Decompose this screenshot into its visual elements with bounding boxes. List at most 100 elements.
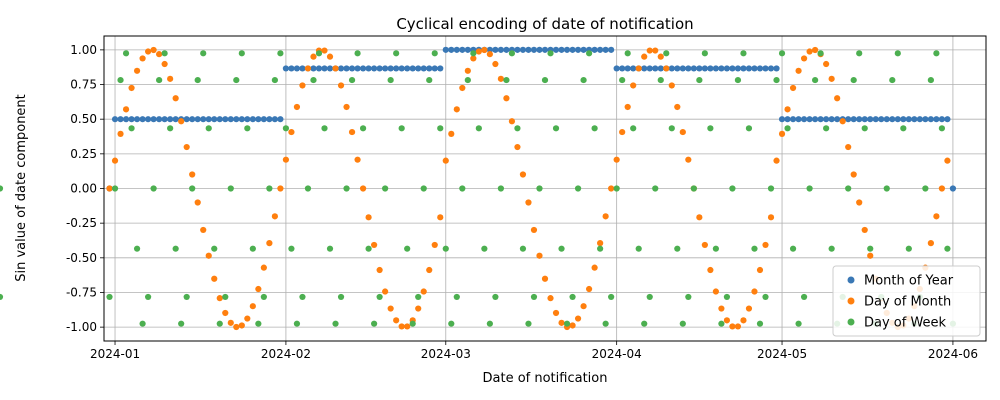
point-day-of-month [718,305,725,312]
y-tick-label: 0.00 [70,182,97,196]
point-day-of-month [784,106,791,113]
point-month-of-year [806,116,813,123]
point-day-of-month [337,82,345,89]
point-day-of-week [657,76,664,84]
point-day-of-month [415,305,422,312]
point-month-of-year [563,46,571,53]
point-day-of-week [310,76,317,84]
legend-marker-month-of-year [847,276,855,284]
point-month-of-year [371,65,378,72]
point-month-of-year [337,65,345,72]
point-day-of-week [216,320,223,327]
point-day-of-month [668,82,675,89]
point-month-of-year [911,116,918,123]
point-day-of-week [850,76,857,84]
point-month-of-year [817,116,824,123]
point-day-of-month [271,213,278,220]
point-day-of-month [933,213,940,220]
point-day-of-week [668,125,675,132]
point-month-of-year [415,65,422,72]
point-day-of-month [431,241,438,249]
point-month-of-year [646,65,653,72]
point-month-of-year [916,116,923,123]
point-month-of-year [938,116,946,123]
point-day-of-week [420,185,427,192]
point-day-of-month [139,55,146,62]
point-day-of-month [569,322,576,329]
point-month-of-year [288,65,295,72]
point-day-of-month [663,65,670,72]
point-day-of-month [266,240,273,247]
point-day-of-week [332,320,339,327]
point-day-of-month [652,47,659,54]
point-day-of-week [365,245,372,252]
point-month-of-year [685,65,692,72]
point-day-of-month [558,319,565,326]
point-month-of-year [800,116,808,123]
point-day-of-week [586,50,593,57]
point-day-of-month [938,185,946,192]
point-day-of-month [481,46,488,54]
point-day-of-month [635,65,642,72]
point-day-of-month [613,156,620,163]
point-month-of-year [933,116,940,123]
point-month-of-year [249,116,256,123]
point-day-of-week [133,245,141,252]
point-day-of-month [348,128,356,136]
point-day-of-week [767,185,775,192]
point-day-of-month [448,130,455,137]
point-day-of-month [178,118,185,125]
point-month-of-year [233,116,240,123]
point-day-of-week [641,320,648,327]
point-month-of-year [784,116,791,123]
point-month-of-year [591,46,598,53]
point-day-of-week [789,245,797,252]
point-day-of-week [624,50,631,57]
series-day-of-week [0,50,957,327]
point-day-of-month [133,67,141,74]
point-month-of-year [861,116,868,123]
point-month-of-year [200,116,207,123]
point-day-of-week [189,185,196,192]
point-day-of-month [205,252,212,259]
x-axis-label: Date of notification [483,371,608,386]
point-day-of-month [128,84,135,92]
point-month-of-year [442,46,449,53]
point-day-of-week [117,76,124,84]
point-day-of-month [437,214,444,221]
point-month-of-year [525,46,532,53]
point-month-of-year [310,65,317,72]
point-day-of-month [453,106,460,113]
point-month-of-year [459,46,466,53]
point-day-of-week [156,76,163,84]
point-day-of-week [563,320,571,327]
point-day-of-week [723,293,731,301]
point-day-of-week [608,293,615,301]
point-day-of-week [277,50,284,57]
legend-marker-day-of-month [847,297,855,305]
point-month-of-year [613,65,620,72]
point-day-of-week [861,125,868,132]
x-tick-label: 2024-04 [592,347,642,361]
point-day-of-month [525,199,532,206]
point-day-of-month [486,51,493,58]
point-month-of-year [359,65,367,72]
point-day-of-week [426,76,433,84]
chart-title: Cyclical encoding of date of notificatio… [396,15,693,33]
point-day-of-month [778,130,786,137]
point-day-of-week [514,125,521,132]
point-month-of-year [641,65,648,72]
point-day-of-week [635,245,642,252]
point-day-of-month [789,84,797,92]
y-axis-label: Sin value of date component [14,94,29,282]
point-day-of-week [464,76,471,84]
point-month-of-year [944,116,951,123]
point-day-of-week [712,245,719,252]
point-day-of-month [167,75,174,82]
point-day-of-week [486,320,493,327]
point-month-of-year [172,116,179,123]
point-day-of-week [530,293,538,301]
point-day-of-month [646,47,653,54]
point-day-of-month [536,252,543,259]
legend-label-month-of-year: Month of Year [864,274,954,289]
